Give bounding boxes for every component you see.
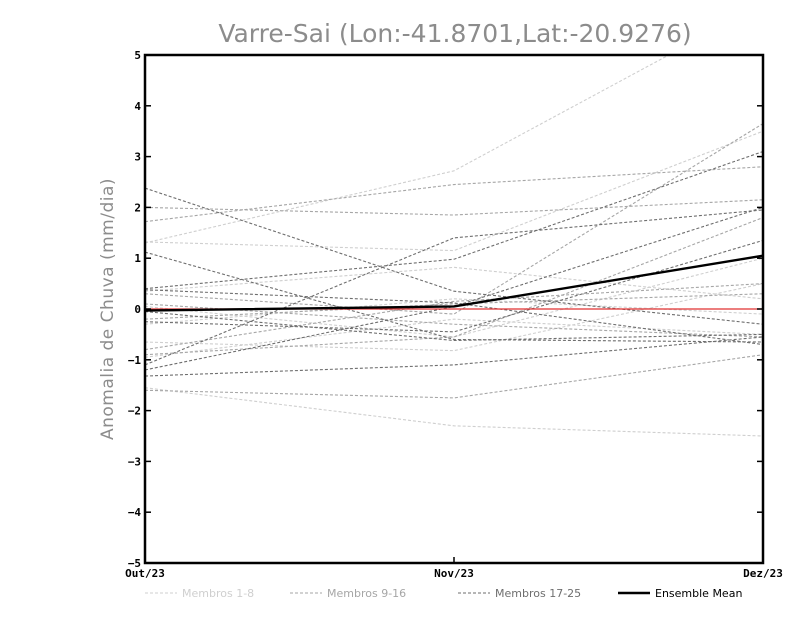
- member-series-line-20: [145, 209, 763, 366]
- member-series-line-23: [145, 239, 763, 333]
- y-tick-label: −4: [128, 506, 142, 519]
- member-series-line-24: [145, 310, 763, 342]
- member-series-line-13: [145, 217, 763, 356]
- y-tick-label: −1: [128, 354, 142, 367]
- y-tick-label: 1: [134, 252, 141, 265]
- chart-title: Varre-Sai (Lon:-41.8701,Lat:-20.9276): [218, 19, 691, 48]
- member-series-line-10: [145, 166, 763, 223]
- y-tick-label: 0: [134, 303, 141, 316]
- member-series-line-22: [145, 336, 763, 377]
- y-tick-label: 3: [134, 151, 141, 164]
- member-series-line-16: [145, 303, 763, 338]
- member-series-line-15: [145, 283, 763, 351]
- member-series-line-2: [145, 130, 763, 252]
- y-tick-label: −3: [128, 455, 141, 468]
- member-series-line-25: [145, 289, 763, 346]
- y-axis-label: Anomalia de Chuva (mm/dia): [98, 178, 118, 440]
- legend-label-2: Membros 9-16: [327, 587, 406, 600]
- member-series-line-17: [145, 187, 763, 325]
- y-tick-label: −2: [128, 405, 141, 418]
- member-series-line-18: [145, 251, 763, 343]
- legend-label-4: Ensemble Mean: [655, 587, 742, 600]
- member-series-line-12: [145, 123, 763, 315]
- member-series-line-14: [145, 293, 763, 320]
- x-tick-label: Nov/23: [434, 567, 474, 580]
- x-tick-label: Dez/23: [743, 567, 783, 580]
- legend-label-3: Membros 17-25: [495, 587, 581, 600]
- y-tick-label: 5: [134, 49, 141, 62]
- legend-label-1: Membros 1-8: [182, 587, 254, 600]
- member-series-line-5: [145, 387, 763, 437]
- member-series-line-11: [145, 354, 763, 399]
- x-tick-label: Out/23: [125, 567, 165, 580]
- member-series-line-7: [145, 257, 763, 338]
- member-series-line-6: [145, 318, 763, 358]
- member-series-line-9: [145, 199, 763, 216]
- member-series-line-19: [145, 151, 763, 290]
- legend: Membros 1-8 Membros 9-16 Membros 17-25 Ense…: [145, 587, 742, 600]
- plot-area: −5 −4 −3 −2 −1 0 1 2 3 4 5 Out/23 Nov/23 Dez/23: [125, 49, 783, 580]
- member-series-line-8: [145, 298, 763, 325]
- y-tick-label: 4: [134, 100, 141, 113]
- y-tick-label: 2: [134, 201, 141, 214]
- member-series-line-3: [145, 266, 763, 300]
- ensemble-mean-line: [145, 254, 763, 312]
- member-series-line-1: [145, 55, 670, 244]
- y-tick-label: −5: [128, 557, 141, 570]
